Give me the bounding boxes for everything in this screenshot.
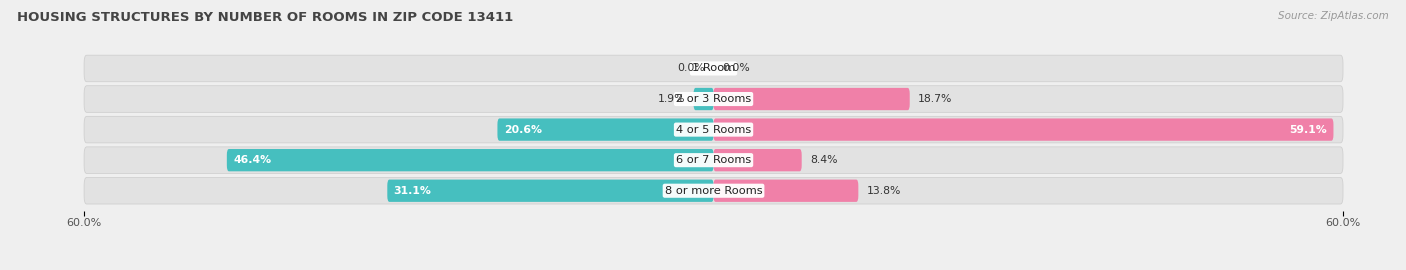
Text: 0.0%: 0.0% xyxy=(721,63,749,73)
FancyBboxPatch shape xyxy=(387,180,714,202)
Text: 59.1%: 59.1% xyxy=(1289,124,1327,135)
Text: 46.4%: 46.4% xyxy=(233,155,271,165)
FancyBboxPatch shape xyxy=(713,149,801,171)
Text: 31.1%: 31.1% xyxy=(394,186,432,196)
FancyBboxPatch shape xyxy=(84,86,1343,112)
Text: 8 or more Rooms: 8 or more Rooms xyxy=(665,186,762,196)
Text: 1 Room: 1 Room xyxy=(692,63,735,73)
Text: 18.7%: 18.7% xyxy=(918,94,952,104)
Text: 1.9%: 1.9% xyxy=(658,94,685,104)
Text: 6 or 7 Rooms: 6 or 7 Rooms xyxy=(676,155,751,165)
Text: 8.4%: 8.4% xyxy=(810,155,838,165)
Text: 2 or 3 Rooms: 2 or 3 Rooms xyxy=(676,94,751,104)
FancyBboxPatch shape xyxy=(84,55,1343,82)
Text: HOUSING STRUCTURES BY NUMBER OF ROOMS IN ZIP CODE 13411: HOUSING STRUCTURES BY NUMBER OF ROOMS IN… xyxy=(17,11,513,24)
FancyBboxPatch shape xyxy=(693,88,714,110)
FancyBboxPatch shape xyxy=(713,88,910,110)
Text: Source: ZipAtlas.com: Source: ZipAtlas.com xyxy=(1278,11,1389,21)
FancyBboxPatch shape xyxy=(84,116,1343,143)
FancyBboxPatch shape xyxy=(226,149,714,171)
FancyBboxPatch shape xyxy=(713,119,1333,141)
Legend: Owner-occupied, Renter-occupied: Owner-occupied, Renter-occupied xyxy=(592,269,835,270)
FancyBboxPatch shape xyxy=(84,147,1343,173)
Text: 0.0%: 0.0% xyxy=(678,63,706,73)
Text: 20.6%: 20.6% xyxy=(503,124,541,135)
FancyBboxPatch shape xyxy=(498,119,714,141)
FancyBboxPatch shape xyxy=(713,180,858,202)
FancyBboxPatch shape xyxy=(84,177,1343,204)
Text: 4 or 5 Rooms: 4 or 5 Rooms xyxy=(676,124,751,135)
Text: 13.8%: 13.8% xyxy=(866,186,901,196)
